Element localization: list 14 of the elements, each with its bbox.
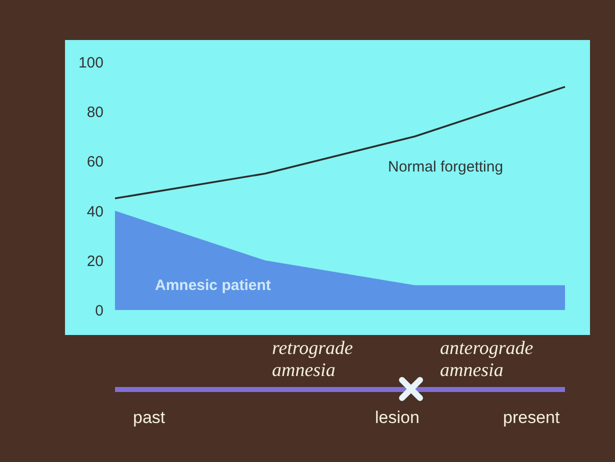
- text: anterograde amnesia: [440, 338, 534, 382]
- text: retrograde amnesia: [272, 338, 354, 382]
- series-label: Normal forgetting: [388, 158, 504, 176]
- text: past: [133, 408, 166, 428]
- text: lesion: [375, 408, 420, 428]
- series-label: Amnesic patient: [155, 276, 271, 294]
- y-tick-label: 100: [78, 54, 104, 72]
- line-series: [114, 86, 566, 200]
- y-tick-label: 40: [86, 203, 104, 220]
- y-tick-label: 0: [95, 302, 104, 320]
- text: present: [503, 408, 560, 428]
- y-tick-label: 20: [86, 252, 104, 270]
- y-tick-label: 80: [86, 104, 104, 122]
- y-tick-label: 60: [86, 154, 104, 171]
